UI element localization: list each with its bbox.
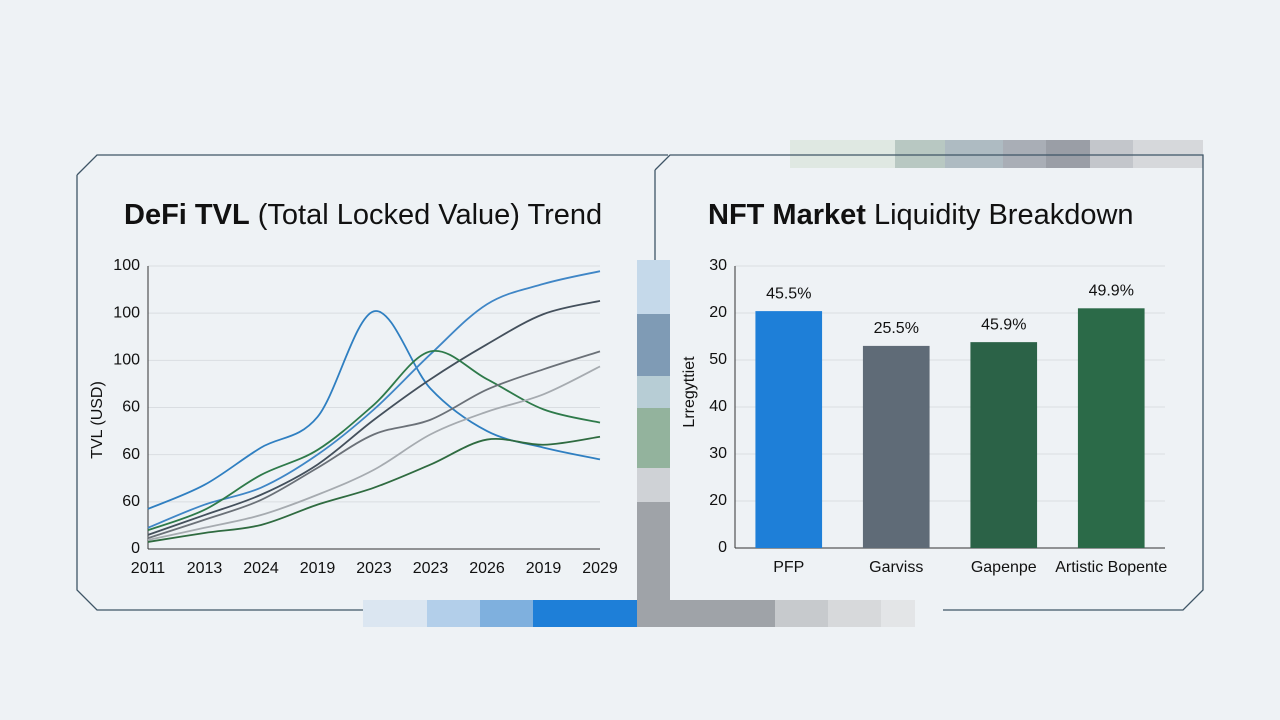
y-tick-label: 40 [709,398,727,415]
y-tick-label: 60 [122,399,140,416]
x-tick-label: 2024 [243,560,279,577]
y-tick-label: 30 [709,257,727,274]
x-tick-label: PFP [773,559,804,576]
line-series [147,350,601,540]
y-axis-label: Lrregyttiet [681,356,698,428]
y-tick-label: 50 [709,351,727,368]
title-rest: Liquidity Breakdown [874,199,1134,231]
top-strip [790,140,1203,168]
bar [970,342,1038,548]
x-tick-label: 2023 [413,560,449,577]
left-panel-frame [76,154,668,611]
y-tick-label: 0 [718,539,727,556]
y-axis-label: TVL (USD) [89,381,106,459]
x-tick-label: 2019 [300,560,336,577]
y-tick-label: 100 [113,304,140,321]
y-tick-label: 20 [709,492,727,509]
y-tick-label: 30 [709,445,727,462]
title-emphasis: DeFi TVL [124,199,250,231]
bar [1077,308,1145,548]
bar-annotation: 49.9% [1089,283,1134,300]
y-tick-label: 60 [122,446,140,463]
y-tick-label: 100 [113,352,140,369]
x-tick-label: Gapenpe [971,559,1037,576]
right-panel-frame [654,154,1204,611]
y-tick-label: 20 [709,304,727,321]
bar-annotation: 25.5% [874,320,919,337]
x-tick-label: 2026 [469,560,505,577]
line-series [147,300,601,536]
x-tick-label: 2013 [187,560,223,577]
title-emphasis: NFT Market [708,199,866,231]
y-tick-label: 0 [131,540,140,557]
bar-annotation: 45.9% [981,316,1026,333]
line-series [147,270,601,529]
vertical-strip [637,260,670,600]
bar-annotation: 45.5% [766,285,811,302]
x-tick-label: 2011 [131,560,166,577]
x-tick-label: 2023 [356,560,392,577]
line-series [147,349,601,531]
x-tick-label: Garviss [869,559,923,576]
x-tick-label: 2029 [582,560,618,577]
bar [755,311,823,548]
y-tick-label: 100 [113,257,140,274]
x-tick-label: 2019 [526,560,562,577]
bottom-strip [363,600,915,627]
line-series [147,365,601,541]
line-series [147,435,601,543]
x-tick-label: Artistic Bopente [1055,559,1167,576]
chart-title: NFT Market Liquidity Breakdown [708,199,1134,231]
title-rest: (Total Locked Value) Trend [258,199,602,231]
y-tick-label: 60 [122,493,140,510]
chart-title: DeFi TVL (Total Locked Value) Trend [124,199,602,231]
bar [862,345,930,548]
